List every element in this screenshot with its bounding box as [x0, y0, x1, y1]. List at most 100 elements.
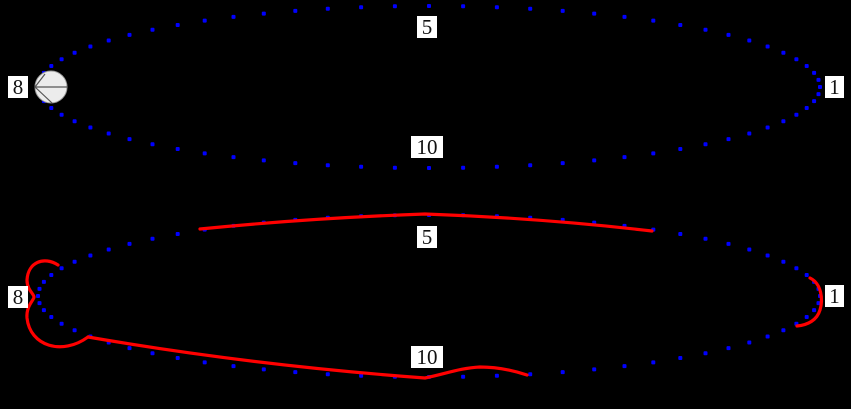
waypoint-dot — [816, 301, 821, 306]
waypoint-dot — [804, 315, 809, 319]
waypoint-dot — [59, 112, 64, 117]
waypoint-dot — [88, 44, 93, 49]
robot-marker-icon — [34, 70, 68, 104]
waypoint-dot — [175, 23, 180, 27]
waypoint-dot — [359, 373, 364, 378]
waypoint-dot — [747, 247, 752, 252]
waypoint-dot — [59, 57, 64, 62]
waypoint-dot — [427, 166, 431, 170]
label-bottom-10: 10 — [411, 346, 443, 368]
waypoint-dot — [37, 286, 42, 291]
label-bottom-1: 1 — [825, 285, 844, 307]
waypoint-dot — [231, 14, 236, 19]
waypoint-dot — [88, 125, 93, 130]
waypoint-dot — [127, 137, 132, 142]
bottom-trajectory — [86, 335, 529, 380]
waypoint-dot — [747, 340, 752, 345]
waypoint-dot — [804, 64, 809, 68]
top-panel — [34, 4, 822, 170]
waypoint-dot — [703, 142, 708, 147]
waypoint-dot — [794, 266, 799, 271]
waypoint-dot — [816, 77, 821, 82]
waypoint-dot — [494, 164, 499, 169]
waypoint-dot — [127, 346, 132, 351]
waypoint-dot — [461, 4, 466, 9]
waypoint-dot — [72, 259, 77, 264]
waypoint-dot — [678, 147, 683, 151]
waypoint-dot — [150, 236, 155, 241]
waypoint-dot — [781, 328, 786, 333]
waypoint-dot — [781, 50, 786, 55]
waypoint-dot — [781, 119, 786, 124]
waypoint-dot — [325, 163, 330, 168]
label-bottom-8: 8 — [8, 286, 28, 308]
waypoint-dot — [150, 27, 155, 32]
top-trajectory — [198, 212, 654, 233]
waypoint-dot — [41, 279, 46, 284]
waypoint-dot — [622, 155, 627, 160]
waypoint-dot — [202, 360, 207, 365]
trajectory-curves — [25, 212, 823, 380]
waypoint-dot — [175, 232, 180, 236]
robot-marker-line-2 — [34, 73, 46, 88]
waypoint-dot — [651, 360, 656, 365]
waypoint-dot — [622, 364, 627, 369]
waypoint-dot — [651, 18, 656, 23]
waypoint-dot — [359, 164, 364, 169]
waypoint-dot — [175, 147, 180, 151]
waypoint-dot — [359, 5, 364, 10]
waypoint-dot — [592, 11, 597, 16]
waypoint-dot — [781, 259, 786, 264]
waypoint-dot — [726, 32, 731, 37]
waypoint-dot — [261, 11, 266, 16]
waypoint-dot — [106, 38, 111, 43]
waypoint-dot — [49, 315, 54, 319]
waypoint-dot — [765, 125, 770, 130]
waypoint-dot — [592, 158, 597, 163]
waypoint-dot — [528, 163, 533, 168]
label-top-5: 5 — [417, 16, 437, 38]
waypoint-dot — [560, 161, 565, 166]
waypoint-dot — [202, 18, 207, 23]
waypoint-dot — [427, 4, 431, 8]
waypoint-dot — [494, 5, 499, 10]
waypoint-dot — [461, 165, 466, 170]
waypoint-dot — [794, 57, 799, 62]
label-top-8: 8 — [8, 76, 28, 98]
waypoint-dot — [72, 328, 77, 333]
waypoint-dot — [150, 351, 155, 356]
waypoint-dot — [678, 356, 683, 360]
waypoint-dot — [560, 370, 565, 375]
waypoint-dot — [293, 161, 298, 166]
waypoint-dot — [747, 131, 752, 136]
waypoint-dot — [392, 4, 397, 9]
robot-marker-line-3 — [34, 86, 53, 104]
waypoint-dot — [175, 356, 180, 360]
waypoint-dot — [812, 70, 817, 75]
waypoint-dot — [765, 253, 770, 258]
waypoint-dot — [36, 294, 40, 298]
waypoint-dot — [703, 27, 708, 32]
waypoint-dot — [150, 142, 155, 147]
waypoint-dot — [528, 6, 533, 11]
right-hook-trajectory — [795, 276, 823, 328]
waypoint-dot — [765, 334, 770, 339]
waypoint-dot — [703, 236, 708, 241]
waypoint-dot — [261, 158, 266, 163]
waypoint-dot — [325, 372, 330, 377]
waypoint-dot — [818, 85, 822, 89]
label-top-10: 10 — [411, 136, 443, 158]
label-top-1: 1 — [825, 76, 844, 98]
waypoint-dot — [765, 44, 770, 49]
waypoint-dot — [231, 155, 236, 160]
waypoint-dot — [494, 373, 499, 378]
waypoint-dot — [49, 64, 54, 68]
waypoint-dot — [41, 308, 46, 313]
waypoint-dot — [202, 151, 207, 156]
waypoint-dot — [37, 301, 42, 306]
waypoint-dot — [325, 6, 330, 11]
waypoint-dot — [261, 367, 266, 372]
label-bottom-5: 5 — [417, 226, 437, 248]
